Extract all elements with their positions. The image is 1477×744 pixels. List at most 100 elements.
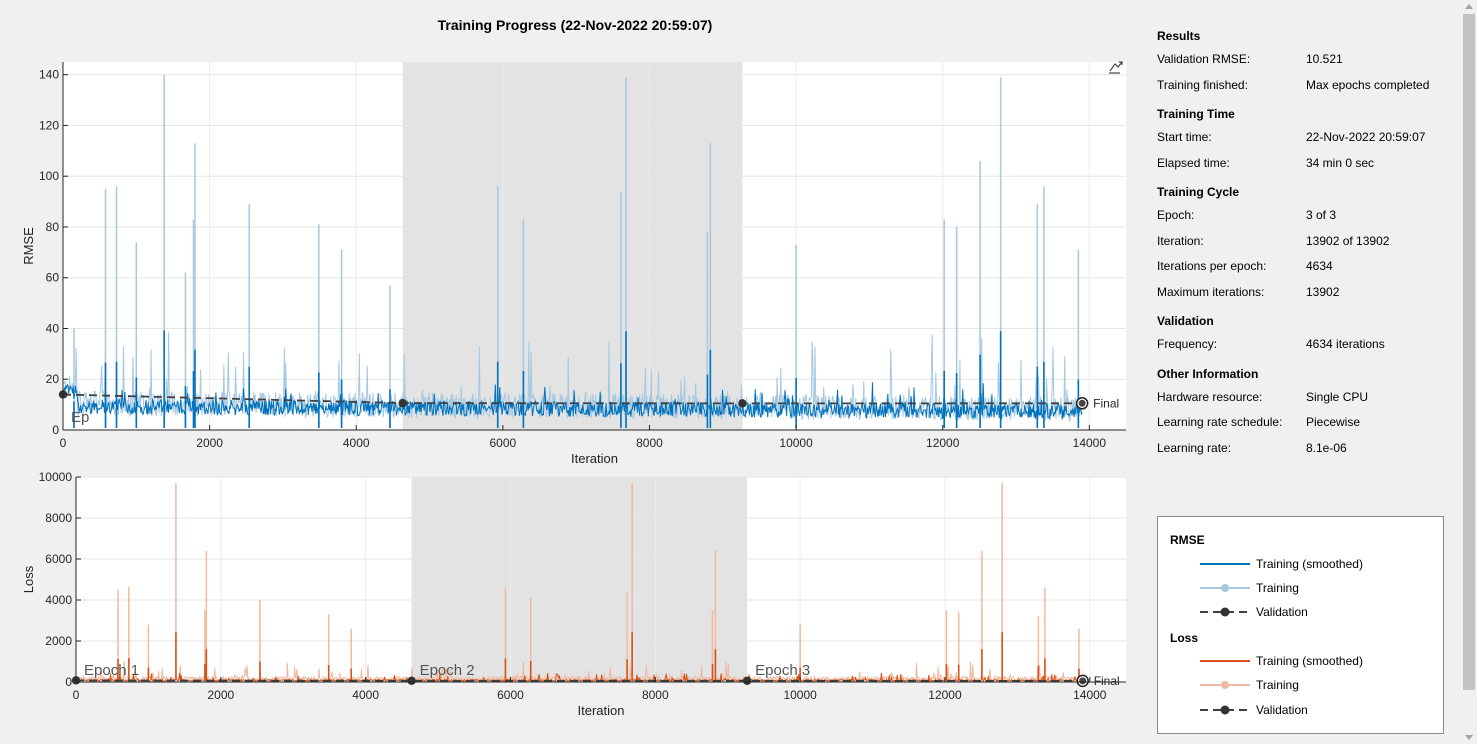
validation-final-dot bbox=[1079, 677, 1087, 685]
validation-final-dot bbox=[1078, 399, 1086, 407]
validation-point bbox=[398, 398, 407, 408]
legend-label: Training (smoothed) bbox=[1256, 654, 1363, 668]
scroll-down-icon[interactable] bbox=[1465, 735, 1473, 740]
vertical-scrollbar[interactable] bbox=[1462, 0, 1477, 744]
validation-point bbox=[738, 399, 747, 408]
legend-label: Validation bbox=[1256, 703, 1308, 717]
legend-loss-heading: Loss bbox=[1170, 631, 1199, 645]
y-tick-label: 140 bbox=[39, 68, 59, 82]
info-row-learning-rate: Learning rate: 8.1e-06 bbox=[1157, 436, 1457, 462]
y-tick-label: 20 bbox=[46, 372, 60, 386]
info-key: Training finished: bbox=[1157, 77, 1248, 92]
epoch-shade bbox=[402, 62, 743, 430]
info-value: Piecewise bbox=[1306, 415, 1361, 429]
epoch-label: Epoch 2 bbox=[420, 662, 475, 679]
y-tick-label: 6000 bbox=[45, 552, 72, 566]
epoch-label: Epoch 1 bbox=[84, 662, 139, 679]
scrollbar-thumb[interactable] bbox=[1463, 14, 1475, 690]
x-tick-label: 6000 bbox=[497, 688, 524, 702]
x-axis-label: Iteration bbox=[578, 703, 625, 718]
info-key: Validation RMSE: bbox=[1157, 52, 1251, 66]
x-tick-label: 0 bbox=[60, 436, 67, 450]
x-tick-label: 12000 bbox=[926, 436, 960, 450]
info-value: 8.1e-06 bbox=[1306, 440, 1347, 455]
info-row-maximum-iterations: Maximum iterations: 13902 bbox=[1157, 280, 1457, 306]
chart-panel-rmse: Final Ep 0 2000 4000 6000 8000 10000 12000 14000 0… bbox=[21, 62, 1126, 466]
info-row-elapsed-time: Elapsed time: 34 min 0 sec bbox=[1157, 151, 1457, 177]
y-tick-label: 10000 bbox=[39, 470, 73, 484]
info-key: Hardware resource: bbox=[1157, 389, 1263, 404]
training-smoothed-line bbox=[62, 382, 1083, 420]
training-progress-chart: Final Ep 0 2000 4000 6000 8000 10000 12000 14000 0… bbox=[21, 62, 1126, 718]
y-tick-label: 120 bbox=[39, 118, 59, 132]
info-value: Single CPU bbox=[1306, 389, 1369, 404]
info-row-frequency: Frequency: 4634 iterations bbox=[1157, 332, 1457, 358]
info-key: Iteration: bbox=[1157, 233, 1204, 248]
info-key: Epoch: bbox=[1157, 208, 1195, 222]
scroll-up-icon[interactable] bbox=[1465, 4, 1473, 9]
other-information-heading: Other Information bbox=[1157, 366, 1259, 381]
validation-line bbox=[75, 679, 1083, 682]
info-key: Elapsed time: bbox=[1157, 155, 1230, 170]
legend-label: Validation bbox=[1256, 605, 1308, 619]
x-tick-label: 8000 bbox=[642, 688, 669, 702]
x-tick-label: 10000 bbox=[783, 688, 817, 702]
info-value: 13902 of 13902 bbox=[1306, 233, 1390, 248]
validation-point bbox=[407, 676, 416, 685]
info-value: 4634 bbox=[1306, 259, 1333, 273]
x-tick-label: 8000 bbox=[636, 436, 663, 450]
final-label: Final bbox=[1094, 674, 1120, 688]
x-tick-label: 2000 bbox=[196, 436, 223, 450]
y-tick-label: 60 bbox=[46, 271, 60, 285]
y-axis-label: Loss bbox=[21, 565, 36, 593]
x-tick-label: 14000 bbox=[1073, 436, 1107, 450]
info-row-training-finished: Training finished: Max epochs completed bbox=[1157, 73, 1457, 99]
info-value: 13902 bbox=[1306, 284, 1340, 299]
legend-rmse-heading: RMSE bbox=[1170, 533, 1205, 547]
epoch-label: Ep bbox=[71, 409, 89, 426]
info-row-iterations-per-epoch: Iterations per epoch: 4634 bbox=[1157, 254, 1457, 280]
x-tick-label: 4000 bbox=[352, 688, 379, 702]
info-row-learning-rate-schedule: Learning rate schedule: Piecewise bbox=[1157, 410, 1457, 436]
training-cycle-heading: Training Cycle bbox=[1157, 185, 1240, 199]
info-value: 34 min 0 sec bbox=[1306, 155, 1375, 170]
training-info-panel: Results Validation RMSE: 10.521 Training … bbox=[1157, 20, 1457, 461]
x-tick-label: 4000 bbox=[343, 436, 370, 450]
info-row-start-time: Start time: 22-Nov-2022 20:59:07 bbox=[1157, 125, 1457, 151]
y-tick-label: 0 bbox=[52, 423, 59, 437]
x-tick-label: 12000 bbox=[928, 688, 962, 702]
info-value: 4634 iterations bbox=[1306, 337, 1385, 351]
validation-point bbox=[742, 676, 752, 685]
epoch-label: Epoch 3 bbox=[755, 662, 810, 679]
y-axis-label: RMSE bbox=[21, 227, 36, 265]
info-row-iteration: Iteration: 13902 of 13902 bbox=[1157, 229, 1457, 255]
info-key: Iterations per epoch: bbox=[1157, 259, 1267, 273]
y-tick-label: 100 bbox=[39, 169, 59, 183]
y-tick-label: 2000 bbox=[45, 634, 72, 648]
x-tick-label: 10000 bbox=[779, 436, 813, 450]
legend-label: Training bbox=[1256, 581, 1299, 595]
info-row-hardware-resource: Hardware resource: Single CPU bbox=[1157, 385, 1457, 411]
y-tick-label: 40 bbox=[46, 321, 60, 335]
validation-heading: Validation bbox=[1157, 314, 1214, 328]
legend-label: Training bbox=[1256, 678, 1299, 692]
y-tick-label: 80 bbox=[46, 220, 60, 234]
x-axis-label: Iteration bbox=[571, 451, 618, 466]
info-row-epoch: Epoch: 3 of 3 bbox=[1157, 203, 1457, 229]
info-key: Learning rate schedule: bbox=[1157, 415, 1283, 429]
info-key: Start time: bbox=[1157, 130, 1212, 144]
chart-legend: RMSE Training (smoothed) Training Valida… bbox=[1157, 516, 1444, 734]
info-key: Learning rate: bbox=[1157, 440, 1232, 455]
y-tick-label: 8000 bbox=[45, 511, 72, 525]
chart-panel-loss: Final Epoch 1 Epoch 2 Epoch 3 0 2000 4000 6000 8… bbox=[21, 470, 1126, 718]
x-tick-label: 14000 bbox=[1073, 688, 1107, 702]
info-row-validation-rmse: Validation RMSE: 10.521 bbox=[1157, 47, 1457, 73]
validation-line bbox=[62, 393, 1083, 405]
epoch-shade bbox=[411, 477, 748, 682]
x-tick-label: 2000 bbox=[207, 688, 234, 702]
chart-title: Training Progress (22-Nov-2022 20:59:07) bbox=[437, 17, 713, 33]
x-tick-label: 6000 bbox=[490, 436, 517, 450]
training-time-heading: Training Time bbox=[1157, 107, 1235, 121]
info-value: 22-Nov-2022 20:59:07 bbox=[1306, 130, 1426, 144]
export-chart-icon[interactable] bbox=[1106, 60, 1126, 76]
